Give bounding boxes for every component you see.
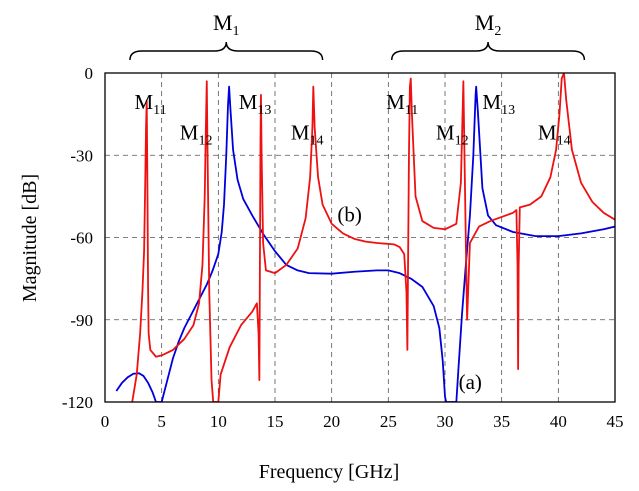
y-tick-label: -120 <box>62 393 93 412</box>
x-tick-label: 35 <box>493 412 510 431</box>
x-tick-label: 5 <box>157 412 166 431</box>
tick-labels: 0 5 10 15 20 25 30 35 40 45 0 -30 -60 -90 -120 <box>62 64 624 431</box>
x-tick-label: 20 <box>323 412 340 431</box>
mode-label: M13 <box>239 90 272 118</box>
x-axis-title: Frequency [GHz] <box>259 461 400 483</box>
x-tick-label: 15 <box>267 412 284 431</box>
x-tick-label: 30 <box>437 412 454 431</box>
x-tick-label: 10 <box>210 412 227 431</box>
grid-lines <box>105 73 615 402</box>
y-tick-label: 0 <box>85 64 94 83</box>
group-label: M2 <box>475 10 502 39</box>
mode-label: M11 <box>386 90 418 118</box>
group-brace <box>390 41 586 61</box>
mode-group-braces: M1 M2 <box>129 10 586 61</box>
y-tick-label: -30 <box>70 146 93 165</box>
x-tick-label: 40 <box>550 412 567 431</box>
mode-label: M13 <box>482 90 515 118</box>
mode-label: M12 <box>436 120 469 148</box>
x-tick-label: 25 <box>380 412 397 431</box>
annotations: M11 M12 M13 M14 M11 M12 M13 M14 (a) (b) <box>134 90 570 394</box>
series-label: (b) <box>337 203 362 227</box>
mode-label: M12 <box>180 120 213 148</box>
group-brace <box>129 41 324 61</box>
series-layer <box>115 73 615 402</box>
group-label: M1 <box>213 10 240 39</box>
series-b-line <box>131 73 615 402</box>
mode-label: M14 <box>538 120 571 148</box>
y-axis-title: Magnitude [dB] <box>19 174 41 302</box>
mode-label: M11 <box>134 90 166 118</box>
series-label: (a) <box>459 370 482 394</box>
y-tick-label: -90 <box>70 311 93 330</box>
x-tick-label: 0 <box>101 412 110 431</box>
x-tick-label: 45 <box>607 412 624 431</box>
mode-label: M14 <box>291 120 324 148</box>
y-tick-label: -60 <box>70 229 93 248</box>
plot-frame <box>104 72 616 403</box>
